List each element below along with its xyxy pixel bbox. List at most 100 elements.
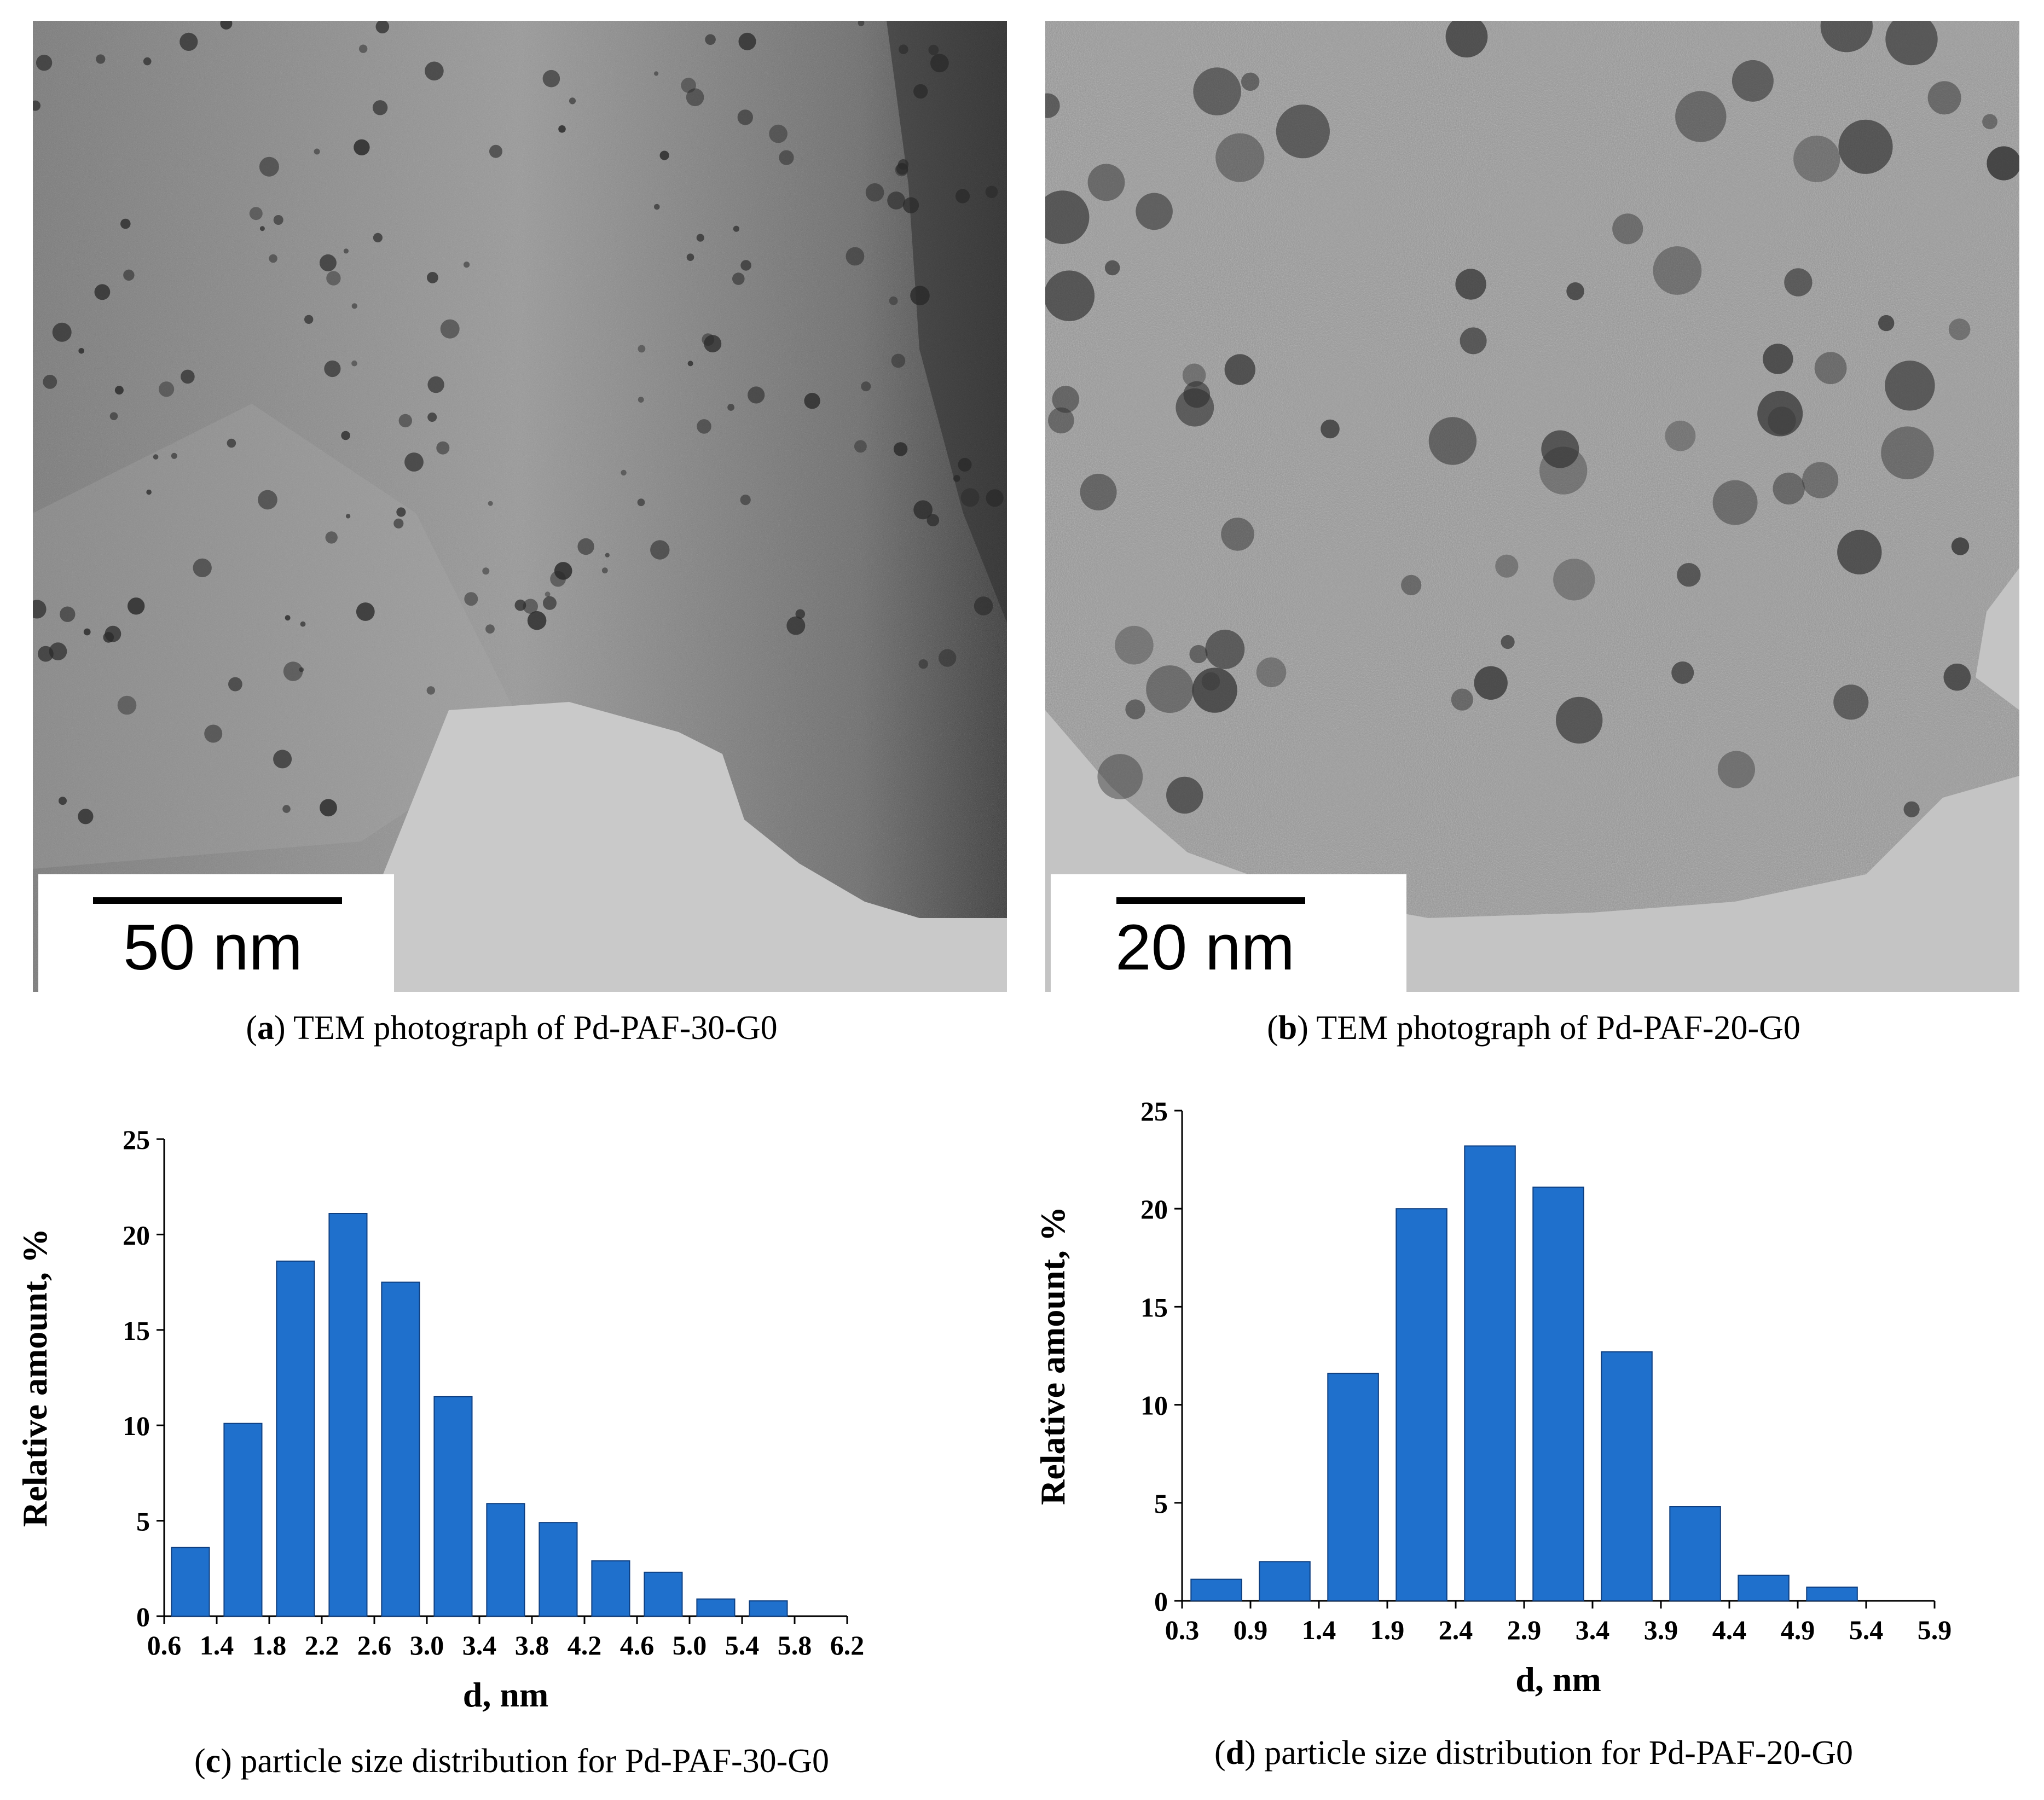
scale-bar-b <box>1116 897 1305 904</box>
pd-particle-a <box>687 361 693 367</box>
caption-text-a: TEM photograph of Pd-PAF-30-G0 <box>285 1009 778 1047</box>
x-tick-label: 5.4 <box>1849 1615 1884 1645</box>
bar-2.6 <box>328 1213 368 1617</box>
pd-particle-a <box>404 452 424 472</box>
pd-particle-b <box>1136 193 1173 230</box>
pd-particle-b <box>1097 754 1143 799</box>
pd-particle-a <box>427 272 438 283</box>
pd-particle-b <box>1215 133 1265 182</box>
pd-particle-a <box>740 495 751 506</box>
pd-particle-a <box>464 262 470 268</box>
pd-particle-a <box>181 369 195 384</box>
pd-particle-a <box>637 498 645 507</box>
x-tick-label: 3.0 <box>410 1630 444 1660</box>
pd-particle-a <box>375 21 390 33</box>
pd-particle-a <box>123 269 135 281</box>
pd-particle-a <box>727 404 734 411</box>
pd-particle-a <box>373 233 383 242</box>
pd-particle-a <box>269 254 277 263</box>
pd-particle-b <box>1951 537 1970 555</box>
pd-particle-a <box>545 591 551 597</box>
panel-a: 50 nm (a) TEM photograph of Pd-PAF-30-G0 <box>0 0 1023 1056</box>
tem-a-band <box>33 404 525 869</box>
x-tick-label: 3.9 <box>1644 1615 1678 1645</box>
caption-letter-c: c <box>205 1743 221 1780</box>
y-tick-label: 5 <box>136 1506 150 1537</box>
pd-particle-b <box>1125 699 1145 719</box>
pd-particle-a <box>558 125 566 133</box>
x-tick-label: 2.6 <box>357 1630 392 1660</box>
pd-particle-a <box>204 724 223 743</box>
y-tick-label: 10 <box>123 1410 150 1441</box>
pd-particle-a <box>786 616 806 635</box>
caption-d: (d) particle size distribution for Pd-PA… <box>1214 1734 1853 1772</box>
pd-particle-b <box>1541 430 1579 468</box>
panel-b: 20 nm (b) TEM photograph of Pd-PAF-20-G0 <box>1023 0 2044 1056</box>
pd-particle-b <box>1677 563 1701 587</box>
pd-particle-a <box>258 490 277 510</box>
pd-particle-b <box>1943 663 1971 691</box>
x-tick-label: 0.3 <box>1165 1615 1200 1645</box>
pd-particle-a <box>59 797 67 805</box>
bar-3.0 <box>381 1281 420 1617</box>
scale-box-a: 50 nm <box>38 874 394 992</box>
pd-particle-b <box>1948 318 1971 340</box>
pd-particle-a <box>114 386 124 395</box>
bar-5.4 <box>696 1598 736 1617</box>
pd-particle-a <box>398 414 412 428</box>
x-tick-label: 1.4 <box>200 1630 234 1660</box>
bar-1.8 <box>223 1422 263 1617</box>
bar-4.4 <box>1669 1506 1721 1601</box>
pd-particle-a <box>605 553 610 558</box>
pd-particle-a <box>393 518 404 529</box>
pd-particle-a <box>228 677 242 692</box>
pd-particle-a <box>43 375 57 389</box>
pd-particle-a <box>326 271 341 286</box>
pd-particle-a <box>33 100 40 111</box>
x-tick-label: 4.2 <box>568 1630 602 1660</box>
x-tick-label: 5.9 <box>1918 1615 1952 1645</box>
chart-c-svg: 0 5 10 15 20 25 0.6 1.4 1.8 2.2 2.6 3.0 3.4 3.8 4.2 4.6… <box>15 1124 865 1714</box>
x-tick-label: 4.9 <box>1781 1615 1815 1645</box>
pd-particle-a <box>902 197 919 213</box>
pd-particle-b <box>1556 696 1603 744</box>
pd-particle-a <box>193 558 212 578</box>
tem-photograph-a <box>33 21 1007 992</box>
x-axis-label: d, nm <box>463 1675 549 1714</box>
pd-particle-b <box>1241 72 1260 91</box>
y-tick-label: 5 <box>1154 1488 1168 1519</box>
caption-text-c: particle size distribution for Pd-PAF-30… <box>231 1743 830 1780</box>
pd-particle-a <box>748 386 765 404</box>
pd-particle-a <box>285 615 291 621</box>
pd-particle-b <box>1224 354 1255 385</box>
x-tick-label: 1.9 <box>1370 1615 1405 1645</box>
pd-particle-a <box>227 438 236 448</box>
bar-1.9 <box>1327 1373 1379 1601</box>
x-tick-label: 6.2 <box>830 1630 865 1660</box>
pd-particle-a <box>351 360 357 367</box>
pd-particle-b <box>1474 666 1508 700</box>
y-tick-label: 15 <box>1140 1292 1168 1322</box>
pd-particle-a <box>299 667 304 672</box>
caption-letter-a: a <box>257 1009 274 1047</box>
pd-particle-b <box>1104 260 1120 276</box>
pd-particle-b <box>1115 625 1154 665</box>
y-tick-label: 10 <box>1140 1390 1168 1421</box>
pd-particle-a <box>893 442 908 456</box>
pd-particle-a <box>638 397 644 403</box>
pd-particle-b <box>1885 21 1938 66</box>
pd-particle-b <box>1182 363 1206 387</box>
x-axis-label: d, nm <box>1515 1660 1601 1699</box>
bar-3.8 <box>486 1503 525 1617</box>
x-tick-label: 0.9 <box>1234 1615 1268 1645</box>
pd-particle-a <box>249 207 263 220</box>
scale-bar-a <box>93 897 342 904</box>
pd-particle-a <box>621 469 627 476</box>
pd-particle-a <box>930 54 949 73</box>
pd-particle-a <box>527 611 547 630</box>
tem-a-fold <box>887 21 1007 623</box>
bar-1.4 <box>171 1547 210 1617</box>
pd-particle-a <box>779 150 794 165</box>
pd-particle-a <box>436 441 450 455</box>
y-axis-label: Relative amount, % <box>1033 1206 1072 1505</box>
